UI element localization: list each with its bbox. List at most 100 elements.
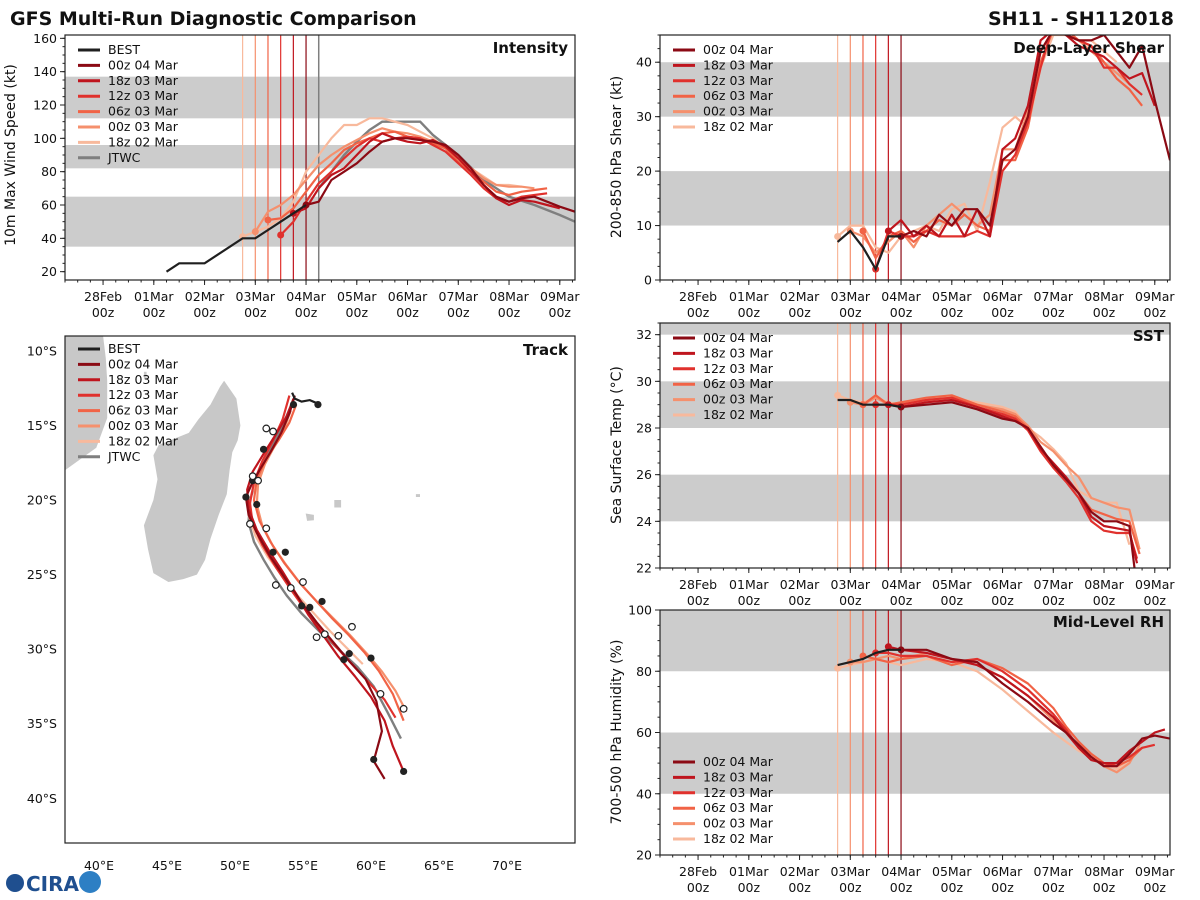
track-legend-label: BEST — [108, 341, 140, 356]
rh-xtick-label: 02Mar — [780, 864, 820, 879]
intensity-xtick-label: 00z — [92, 305, 115, 320]
intensity-ytick-label: 100 — [33, 131, 57, 146]
sst-frame — [659, 322, 1171, 569]
intensity-legend-label: JTWC — [107, 150, 141, 165]
shear-series-line — [900, 35, 1170, 238]
shear-xtick-label: 03Mar — [831, 289, 871, 304]
rh-xtick-label: 08Mar — [1084, 864, 1124, 879]
intensity-xtick-label: 03Mar — [236, 289, 276, 304]
rh-xtick-label: 00z — [687, 880, 710, 895]
rh-series-start-point — [897, 646, 905, 654]
shear-legend-label: 12z 03 Mar — [703, 73, 774, 88]
track-forecast-marker — [320, 630, 329, 639]
sst-xtick-label: 28Feb — [679, 577, 717, 592]
sst-xtick-label: 00z — [991, 593, 1014, 608]
shear-ytick-label: 0 — [644, 273, 652, 288]
intensity-xtick-label: 05Mar — [337, 289, 377, 304]
shear-xtick-label: 00z — [788, 305, 811, 320]
rh-xtick-label: 00z — [941, 880, 964, 895]
track-position-marker — [306, 603, 314, 611]
sst-xtick-label: 04Mar — [881, 577, 921, 592]
intensity-xtick-label: 00z — [193, 305, 216, 320]
track-legend-label: 18z 02 Mar — [108, 433, 179, 448]
track-plot: 40°E 45°E 50°E 55°E 60°E 65°E 70°E 10°S 15°S 20°S… — [27, 335, 576, 873]
track-forecast-marker — [348, 622, 356, 631]
intensity-jtwc-line — [317, 120, 575, 223]
sst-legend-label: 18z 03 Mar — [703, 345, 774, 360]
shear-data-area — [660, 35, 1170, 280]
intensity-band — [65, 196, 575, 247]
intensity-legend-label: BEST — [108, 42, 140, 57]
rh-legend-label: 00z 03 Mar — [703, 816, 774, 831]
track-forecast-marker — [299, 578, 307, 586]
shear-xtick-label: 09Mar — [1135, 289, 1175, 304]
track-position-marker — [259, 445, 268, 453]
rh-series-line — [901, 648, 1170, 768]
sst-xtick-label: 01Mar — [729, 577, 769, 592]
sst-ytick-label: 26 — [636, 467, 652, 482]
track-position-marker — [345, 650, 353, 658]
sst-ylabel: Sea Surface Temp (°C) — [609, 366, 625, 524]
track-position-marker — [289, 400, 298, 409]
rh-xtick-label: 28Feb — [679, 864, 717, 879]
intensity-xtick-label: 00z — [447, 305, 470, 320]
track-forecast-marker — [399, 704, 408, 713]
rh-legend-label: 06z 03 Mar — [703, 800, 774, 815]
shear-legend-label: 18z 03 Mar — [703, 57, 774, 72]
sst-xtick-label: 05Mar — [932, 577, 972, 592]
sst-title: SST — [1133, 327, 1165, 345]
sst-ytick-label: 30 — [636, 374, 652, 389]
rh-series-start-point — [884, 643, 892, 651]
rh-ytick-label: 60 — [636, 725, 652, 740]
track-title: Track — [523, 341, 569, 359]
track-lat-label: 25°S — [27, 567, 57, 582]
rh-legend-label: 18z 03 Mar — [703, 769, 774, 784]
sst-legend-label: 18z 02 Mar — [703, 407, 774, 422]
sst-ytick-label: 32 — [636, 327, 652, 342]
rh-xtick-label: 00z — [788, 880, 811, 895]
intensity-ytick-label: 80 — [41, 164, 57, 179]
land-africa — [65, 336, 108, 471]
sst-band — [660, 323, 1170, 335]
land-reunion — [305, 513, 314, 521]
sst-data-area — [660, 323, 1170, 568]
rh-ytick-label: 100 — [628, 603, 652, 618]
shear-xtick-label: 28Feb — [679, 289, 717, 304]
track-lat-label: 30°S — [27, 642, 57, 657]
sst-series-line — [900, 401, 1136, 568]
intensity-xtick-label: 06Mar — [388, 289, 428, 304]
rh-xtick-label: 09Mar — [1135, 864, 1175, 879]
rh-xtick-label: 03Mar — [831, 864, 871, 879]
shear-legend-label: 00z 03 Mar — [703, 104, 774, 119]
rh-best-line — [837, 648, 901, 667]
sst-ytick-label: 28 — [636, 421, 652, 436]
track-lon-label: 40°E — [84, 858, 114, 873]
shear-xtick-label: 00z — [890, 305, 913, 320]
track-legend-label: 00z 03 Mar — [108, 418, 179, 433]
track-forecast-marker — [376, 689, 385, 698]
intensity-ytick-label: 60 — [41, 198, 57, 213]
sst-xtick-label: 00z — [839, 593, 862, 608]
intensity-xtick-label: 00z — [143, 305, 166, 320]
rh-band — [660, 732, 1170, 794]
shear-series-start-point — [859, 227, 867, 235]
intensity-series-line — [305, 137, 575, 213]
rh-xtick-label: 07Mar — [1034, 864, 1074, 879]
track-position-marker — [281, 548, 289, 556]
intensity-xtick-label: 09Mar — [540, 289, 580, 304]
intensity-ylabel: 10m Max Wind Speed (kt) — [3, 64, 19, 246]
logo-swirl-icon — [79, 871, 101, 893]
logo-text: CIRA — [26, 872, 80, 896]
shear-ylabel: 200-850 hPa Shear (kt) — [609, 76, 625, 238]
shear-legend-label: 00z 04 Mar — [703, 42, 774, 57]
track-series-line — [255, 410, 408, 713]
rh-xtick-label: 00z — [738, 880, 761, 895]
shear-xtick-label: 05Mar — [932, 289, 972, 304]
intensity-xtick-label: 00z — [295, 305, 318, 320]
intensity-legend-label: 00z 03 Mar — [108, 119, 179, 134]
shear-ytick-label: 30 — [636, 109, 652, 124]
shear-xtick-label: 00z — [991, 305, 1014, 320]
storm-id: SH11 - SH112018 — [988, 8, 1174, 30]
intensity-xtick-label: 00z — [396, 305, 419, 320]
shear-xtick-label: 01Mar — [729, 289, 769, 304]
